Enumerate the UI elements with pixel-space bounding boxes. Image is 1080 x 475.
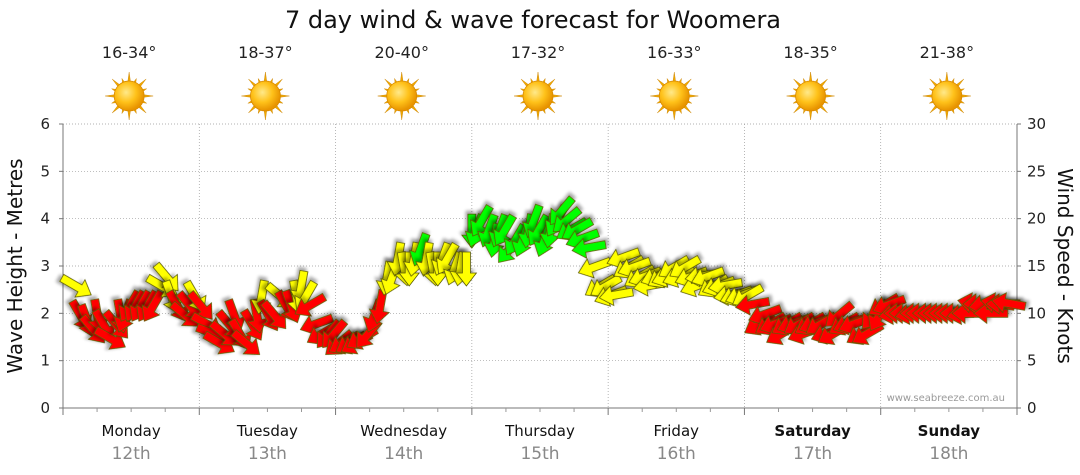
x-axis-labels: Monday 12th Tuesday 13th Wednesday 14th Thursd… (62, 408, 1018, 464)
sun-disc (522, 80, 554, 112)
day-label: Wednesday (360, 422, 447, 440)
y-tick-label: 6 (40, 115, 50, 133)
sun-icon (786, 71, 835, 121)
sun-icon (650, 71, 699, 121)
temp-label: 21-38° (920, 43, 975, 62)
y-tick-label: 0 (40, 399, 50, 417)
day-label: Thursday (504, 422, 575, 440)
sun-disc (658, 80, 690, 112)
y-tick-label: 1 (40, 352, 50, 370)
sun-disc (250, 80, 281, 112)
y2-tick-label: 25 (1027, 162, 1046, 180)
left-axis-title: Wave Height - Metres (3, 158, 27, 373)
sun-disc (113, 80, 145, 112)
credit-text: www.seabreeze.com.au (887, 393, 1005, 404)
wind-arrow (571, 237, 607, 259)
sun-icon (377, 71, 426, 121)
date-label: 15th (520, 444, 559, 464)
date-label: 18th (929, 444, 968, 464)
wind-arrow (991, 292, 1027, 314)
wind-arrow (141, 289, 166, 322)
y2-tick-label: 30 (1027, 115, 1046, 133)
wind-arrow (734, 294, 771, 316)
y2-tick-label: 0 (1027, 399, 1037, 417)
y2-tick-label: 10 (1027, 304, 1046, 322)
sun-disc (931, 80, 963, 112)
date-label: 14th (384, 444, 423, 464)
sun-icon (241, 71, 290, 121)
grid (63, 123, 1017, 408)
temp-label: 18-35° (783, 43, 838, 62)
temp-label: 17-32° (511, 43, 566, 62)
date-label: 17th (793, 444, 832, 464)
wind-arrow (455, 251, 478, 287)
temperature-row: 16-34° 18-37° 20-40° 17-32° 16-33° 18-35° 21-3… (102, 43, 974, 62)
chart-title: 7 day wind & wave forecast for Woomera (285, 6, 781, 34)
right-axis-title: Wind Speed - Knots (1053, 168, 1077, 364)
wind-arrows (59, 195, 1027, 355)
wind-arrow (230, 329, 261, 355)
sun-disc (795, 80, 826, 112)
sun-disc (386, 80, 418, 112)
y2-tick-label: 15 (1027, 257, 1046, 275)
right-axis-ticks: 0 5 10 15 20 25 30 (1017, 115, 1046, 417)
wind-arrow (493, 213, 517, 246)
left-axis-ticks: 0 1 2 3 4 5 6 (40, 115, 63, 417)
temp-label: 16-34° (102, 43, 157, 62)
y2-tick-label: 5 (1027, 352, 1037, 370)
y-tick-label: 4 (40, 210, 50, 228)
wind-arrow (598, 284, 634, 307)
y2-tick-label: 20 (1027, 210, 1046, 228)
y-tick-label: 2 (40, 304, 50, 322)
temp-label: 20-40° (374, 43, 429, 62)
day-label: Monday (102, 422, 161, 440)
sun-icon (922, 71, 971, 121)
day-label: Tuesday (236, 422, 298, 440)
y-tick-label: 5 (40, 162, 50, 180)
wind-arrow (152, 261, 179, 292)
day-label: Sunday (918, 422, 981, 440)
date-label: 16th (657, 444, 696, 464)
day-label: Friday (654, 422, 700, 440)
sun-icon (105, 71, 154, 121)
temp-label: 16-33° (647, 43, 702, 62)
day-label: Saturday (774, 422, 851, 440)
wind-arrow (59, 273, 92, 298)
temp-label: 18-37° (238, 43, 293, 62)
weather-icons (105, 71, 971, 121)
wind-arrow (294, 292, 328, 317)
y-tick-label: 3 (40, 257, 50, 275)
sun-icon (513, 71, 563, 121)
date-label: 13th (248, 444, 287, 464)
date-label: 12th (112, 444, 151, 464)
